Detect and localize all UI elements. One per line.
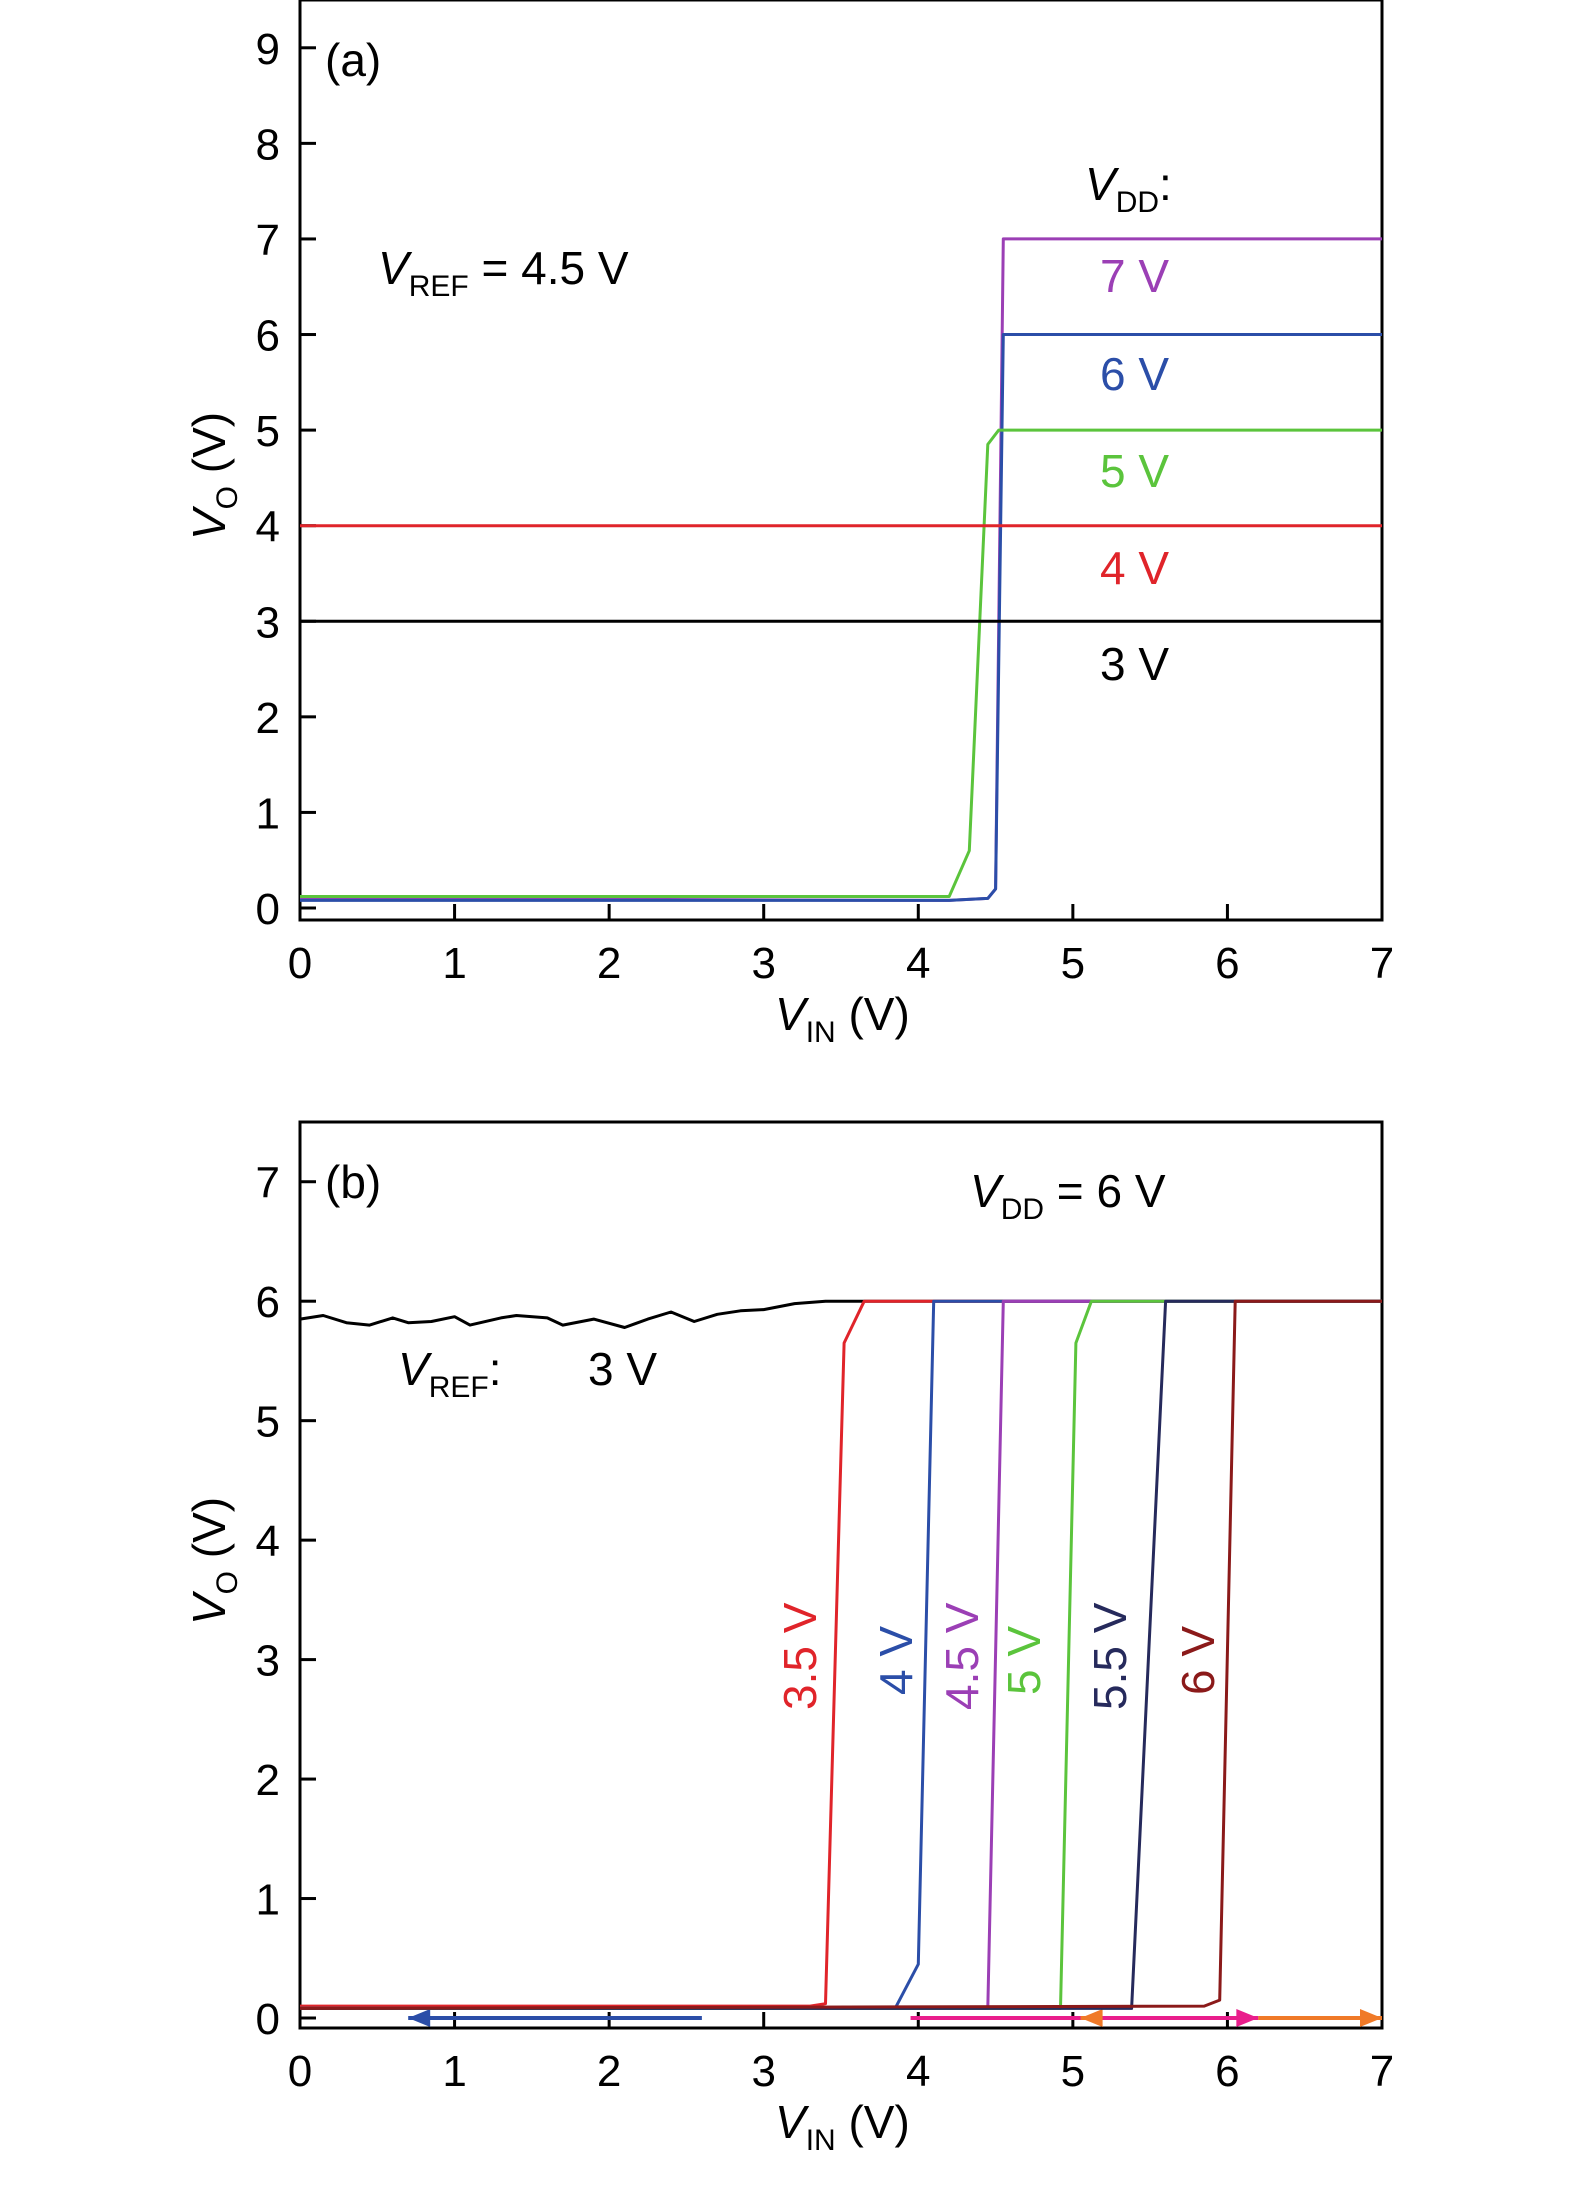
legend-title-b-rest: : [489, 1343, 502, 1395]
baseline-arrowhead-1 [1236, 2009, 1259, 2027]
series-label-a-6v: 6 V [1100, 348, 1169, 400]
x-tick-label-a: 0 [288, 939, 312, 988]
x-tick-label-a: 3 [751, 939, 775, 988]
x-tick-label-b: 0 [288, 2047, 312, 2096]
y-tick-label-b: 1 [256, 1876, 280, 1925]
x-axis-title-b: VIN (V) [775, 2096, 910, 2157]
y-tick-label-b: 4 [256, 1517, 280, 1566]
x-tick-label-b: 3 [751, 2047, 775, 2096]
x-tick-label-b: 7 [1370, 2047, 1394, 2096]
y-axis-title-a-unit: (V) [183, 412, 235, 486]
y-tick-label-b: 7 [256, 1159, 280, 1208]
y-tick-label-b: 0 [256, 1995, 280, 2044]
x-axis-title-b-main: V [775, 2096, 810, 2148]
y-axis-title-a: VO (V) [183, 412, 244, 540]
y-tick-label-a: 6 [256, 312, 280, 361]
vref-annotation-a: VREF = 4.5 V [378, 242, 629, 303]
baseline-arrowhead-0 [408, 2009, 431, 2027]
x-axis-title-a-sub: IN [806, 1016, 836, 1049]
legend-title-b: VREF: [398, 1343, 501, 1404]
plot-area-a [298, 0, 1384, 922]
panel-label-b: (b) [325, 1156, 381, 1208]
series-line-b-0 [299, 1299, 1382, 1329]
y-tick-label-b: 2 [256, 1756, 280, 1805]
y-tick-label-a: 4 [256, 503, 280, 552]
x-tick-label-b: 5 [1061, 2047, 1085, 2096]
series-group-a [299, 237, 1382, 902]
y-tick-label-a: 5 [256, 407, 280, 456]
vdd-annotation-b-sub: DD [1001, 1193, 1044, 1226]
vref-annotation-a-sub: REF [409, 270, 469, 303]
y-axis-title-b-main: V [183, 1590, 235, 1625]
series-label-b-6v: 6 V [1172, 1626, 1224, 1695]
legend-title-a-rest: : [1159, 158, 1172, 210]
x-tick-label-a: 5 [1061, 939, 1085, 988]
series-label-a-7v: 7 V [1100, 250, 1169, 302]
x-axis-title-a-unit: (V) [836, 988, 910, 1040]
series-line-a-0 [299, 237, 1382, 902]
x-axis-title-a-main: V [775, 988, 810, 1040]
x-tick-label-a: 1 [442, 939, 466, 988]
legend-title-b-sub: REF [429, 1371, 489, 1404]
y-axis-title-b-sub: O [211, 1571, 244, 1594]
axis-ticks-a: 0 1 2 3 4 5 6 7 0 1 2 3 4 5 6 7 8 9 [256, 25, 1395, 988]
y-axis-title-a-main: V [183, 505, 235, 540]
series-line-b-6 [299, 1299, 1382, 2010]
y-axis-title-b: VO (V) [183, 1497, 244, 1625]
vref-annotation-a-rest: = 4.5 V [469, 242, 629, 294]
x-tick-label-a: 6 [1215, 939, 1239, 988]
series-label-b-5-5v: 5.5 V [1084, 1602, 1136, 1710]
legend-title-b-main: V [398, 1343, 433, 1395]
series-group-b [299, 1299, 1382, 2010]
y-axis-title-b-unit: (V) [183, 1497, 235, 1571]
baseline-arrowhead-3 [1080, 2009, 1103, 2027]
x-tick-label-b: 2 [597, 2047, 621, 2096]
y-tick-label-b: 3 [256, 1637, 280, 1686]
x-tick-label-b: 1 [442, 2047, 466, 2096]
y-tick-label-a: 8 [256, 120, 280, 169]
series-label-b-4v: 4 V [870, 1626, 922, 1695]
series-label-b-3v: 3 V [588, 1343, 657, 1395]
plot-area-b [298, 1120, 1384, 2030]
vdd-annotation-b-rest: = 6 V [1044, 1165, 1166, 1217]
x-axis-title-b-sub: IN [806, 2124, 836, 2157]
series-label-b-3-5v: 3.5 V [774, 1602, 826, 1710]
y-tick-label-a: 7 [256, 216, 280, 265]
baseline-arrowhead-2 [1360, 2009, 1382, 2027]
y-tick-label-a: 0 [256, 885, 280, 934]
vdd-annotation-b: VDD = 6 V [970, 1165, 1166, 1226]
y-tick-label-a: 2 [256, 694, 280, 743]
series-line-a-2 [300, 428, 1382, 898]
vref-annotation-a-main: V [378, 242, 413, 294]
y-tick-label-a: 9 [256, 25, 280, 74]
y-tick-label-a: 3 [256, 598, 280, 647]
vdd-annotation-b-main: V [970, 1165, 1005, 1217]
x-tick-label-a: 7 [1370, 939, 1394, 988]
legend-title-a: VDD: [1085, 158, 1172, 219]
x-axis-title-a: VIN (V) [775, 988, 910, 1049]
series-line-a-1 [300, 333, 1382, 902]
x-tick-label-b: 6 [1215, 2047, 1239, 2096]
panel-label-a: (a) [325, 34, 381, 86]
axis-ticks-b: 0 1 2 3 4 5 6 7 0 1 2 3 4 5 6 7 [256, 1159, 1395, 2096]
y-tick-label-b: 5 [256, 1398, 280, 1447]
series-label-b-5v: 5 V [998, 1626, 1050, 1695]
y-tick-label-a: 1 [256, 789, 280, 838]
y-tick-label-b: 6 [256, 1278, 280, 1327]
x-axis-title-b-unit: (V) [836, 2096, 910, 2148]
series-label-b-4-5v: 4.5 V [936, 1602, 988, 1710]
series-label-a-4v: 4 V [1100, 542, 1169, 594]
legend-title-a-sub: DD [1116, 186, 1159, 219]
series-label-a-5v: 5 V [1100, 445, 1169, 497]
series-label-a-3v: 3 V [1100, 638, 1169, 690]
baseline-markers-b [408, 2009, 1382, 2027]
x-tick-label-b: 4 [906, 2047, 930, 2096]
x-tick-label-a: 2 [597, 939, 621, 988]
x-tick-label-a: 4 [906, 939, 930, 988]
y-axis-title-a-sub: O [211, 486, 244, 509]
legend-title-a-main: V [1085, 158, 1120, 210]
